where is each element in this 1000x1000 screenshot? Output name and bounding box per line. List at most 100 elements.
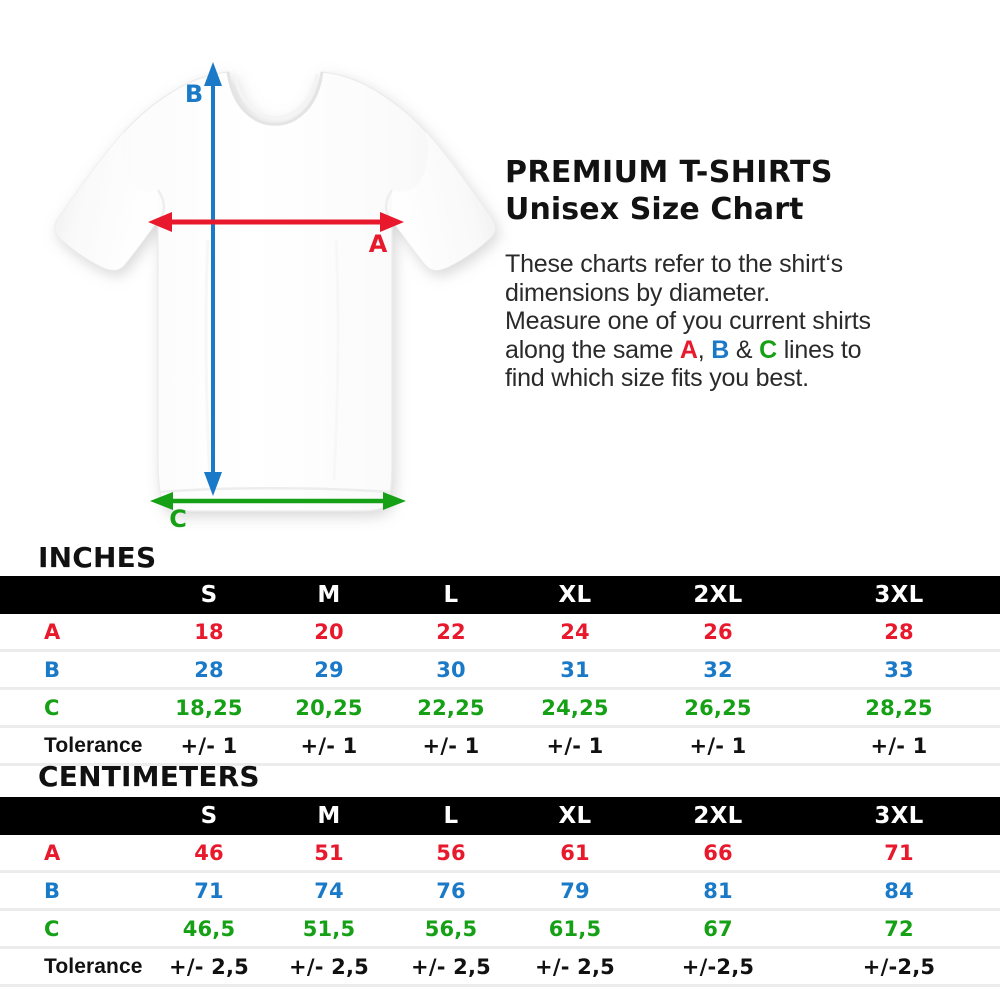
cell-a-xl: 24 — [512, 614, 638, 652]
cell-c-l: 22,25 — [390, 688, 512, 728]
cell-a-s: 46 — [150, 835, 268, 873]
cell-tol-l: +/- 2,5 — [390, 947, 512, 987]
column-header-l: L — [390, 797, 512, 835]
intro-line-4: along the same A, B & C lines to — [505, 336, 985, 365]
table-row-b: B 71 74 76 79 81 84 — [0, 871, 1000, 911]
column-header-s: S — [150, 576, 268, 614]
cell-a-l: 56 — [390, 835, 512, 873]
cell-b-s: 71 — [150, 871, 268, 911]
table-row-tolerance: Tolerance +/- 1 +/- 1 +/- 1 +/- 1 +/- 1 … — [0, 726, 1000, 766]
cell-c-m: 20,25 — [268, 688, 390, 728]
intro-line4-mid1: , — [697, 335, 712, 364]
cell-b-3xl: 84 — [798, 871, 1000, 911]
cell-c-3xl: 28,25 — [798, 688, 1000, 728]
measure-arrow-b — [204, 62, 222, 496]
size-table-inches: S M L XL 2XL 3XL A 18 20 22 24 26 28 — [0, 576, 1000, 766]
column-header-blank — [0, 797, 150, 835]
column-header-3xl: 3XL — [798, 576, 1000, 614]
cell-c-2xl: 26,25 — [638, 688, 798, 728]
cell-b-2xl: 81 — [638, 871, 798, 911]
row-label-tolerance: Tolerance — [0, 947, 150, 987]
cell-b-2xl: 32 — [638, 650, 798, 690]
column-header-xl: XL — [512, 797, 638, 835]
row-label-c: C — [0, 909, 150, 949]
cell-c-xl: 61,5 — [512, 909, 638, 949]
intro-key-a: A — [679, 335, 698, 364]
row-label-tolerance: Tolerance — [0, 726, 150, 766]
row-label-a: A — [0, 614, 150, 652]
column-header-2xl: 2XL — [638, 797, 798, 835]
intro-key-c: C — [759, 335, 777, 364]
measure-arrow-a — [148, 212, 404, 232]
cell-c-l: 56,5 — [390, 909, 512, 949]
cell-tol-3xl: +/- 1 — [798, 726, 1000, 766]
centimeters-table-block: CENTIMETERS S M L XL 2XL 3XL A — [0, 757, 1000, 987]
table-row-c: C 46,5 51,5 56,5 61,5 67 72 — [0, 909, 1000, 949]
intro-line-5: find which size fits you best. — [505, 364, 809, 393]
column-header-3xl: 3XL — [798, 797, 1000, 835]
measure-label-b: B — [185, 80, 203, 108]
size-table-centimeters: S M L XL 2XL 3XL A 46 51 56 61 66 71 — [0, 797, 1000, 987]
row-label-a: A — [0, 835, 150, 873]
measure-label-a: A — [369, 230, 388, 258]
cell-tol-s: +/- 2,5 — [150, 947, 268, 987]
cell-a-2xl: 66 — [638, 835, 798, 873]
page-title-line2: Unisex Size Chart — [505, 191, 804, 227]
unit-heading-inches: INCHES — [38, 541, 157, 574]
cell-tol-xl: +/- 2,5 — [512, 947, 638, 987]
tshirt-diagram: B A C — [54, 62, 496, 530]
table-row-a: A 18 20 22 24 26 28 — [0, 614, 1000, 652]
cell-tol-2xl: +/- 1 — [638, 726, 798, 766]
hero-section: B A C PREMIUM T-SHIRTS Unisex Size Chart… — [54, 62, 985, 530]
page-title-line1: PREMIUM T-SHIRTS — [505, 155, 833, 190]
intro-line-1: These charts refer to the shirt‘s — [505, 250, 843, 279]
cell-b-xl: 79 — [512, 871, 638, 911]
cell-c-3xl: 72 — [798, 909, 1000, 949]
cell-c-m: 51,5 — [268, 909, 390, 949]
cell-b-l: 30 — [390, 650, 512, 690]
cell-b-m: 74 — [268, 871, 390, 911]
column-header-l: L — [390, 576, 512, 614]
cell-c-s: 18,25 — [150, 688, 268, 728]
table-row-tolerance: Tolerance +/- 2,5 +/- 2,5 +/- 2,5 +/- 2,… — [0, 947, 1000, 987]
cell-tol-m: +/- 2,5 — [268, 947, 390, 987]
cell-a-m: 51 — [268, 835, 390, 873]
cell-c-2xl: 67 — [638, 909, 798, 949]
cell-tol-l: +/- 1 — [390, 726, 512, 766]
intro-paragraph: These charts refer to the shirt‘s dimens… — [505, 250, 985, 393]
column-header-xl: XL — [512, 576, 638, 614]
column-header-2xl: 2XL — [638, 576, 798, 614]
cell-a-3xl: 71 — [798, 835, 1000, 873]
cell-b-s: 28 — [150, 650, 268, 690]
table-row-b: B 28 29 30 31 32 33 — [0, 650, 1000, 690]
cell-b-3xl: 33 — [798, 650, 1000, 690]
intro-block: PREMIUM T-SHIRTS Unisex Size Chart These… — [505, 155, 985, 393]
cell-tol-m: +/- 1 — [268, 726, 390, 766]
cell-b-l: 76 — [390, 871, 512, 911]
column-header-s: S — [150, 797, 268, 835]
measure-label-c: C — [169, 505, 187, 530]
inches-table-block: INCHES S M L XL 2XL 3XL A — [0, 540, 1000, 766]
cell-a-2xl: 26 — [638, 614, 798, 652]
intro-line-3: Measure one of you current shirts — [505, 307, 871, 336]
intro-line4-post: lines to — [776, 335, 862, 364]
row-label-b: B — [0, 650, 150, 690]
cell-c-xl: 24,25 — [512, 688, 638, 728]
intro-line4-pre: along the same — [505, 335, 680, 364]
measure-arrow-c — [150, 492, 406, 510]
intro-line4-mid2: & — [729, 335, 760, 364]
cell-b-m: 29 — [268, 650, 390, 690]
cell-b-xl: 31 — [512, 650, 638, 690]
intro-key-b: B — [711, 335, 730, 364]
table-row-c: C 18,25 20,25 22,25 24,25 26,25 28,25 — [0, 688, 1000, 728]
cell-tol-2xl: +/-2,5 — [638, 947, 798, 987]
row-label-c: C — [0, 688, 150, 728]
table-header-row: S M L XL 2XL 3XL — [0, 797, 1000, 835]
tshirt-silhouette — [54, 71, 496, 512]
cell-a-3xl: 28 — [798, 614, 1000, 652]
cell-c-s: 46,5 — [150, 909, 268, 949]
unit-heading-centimeters: CENTIMETERS — [38, 760, 260, 793]
cell-a-xl: 61 — [512, 835, 638, 873]
cell-a-l: 22 — [390, 614, 512, 652]
